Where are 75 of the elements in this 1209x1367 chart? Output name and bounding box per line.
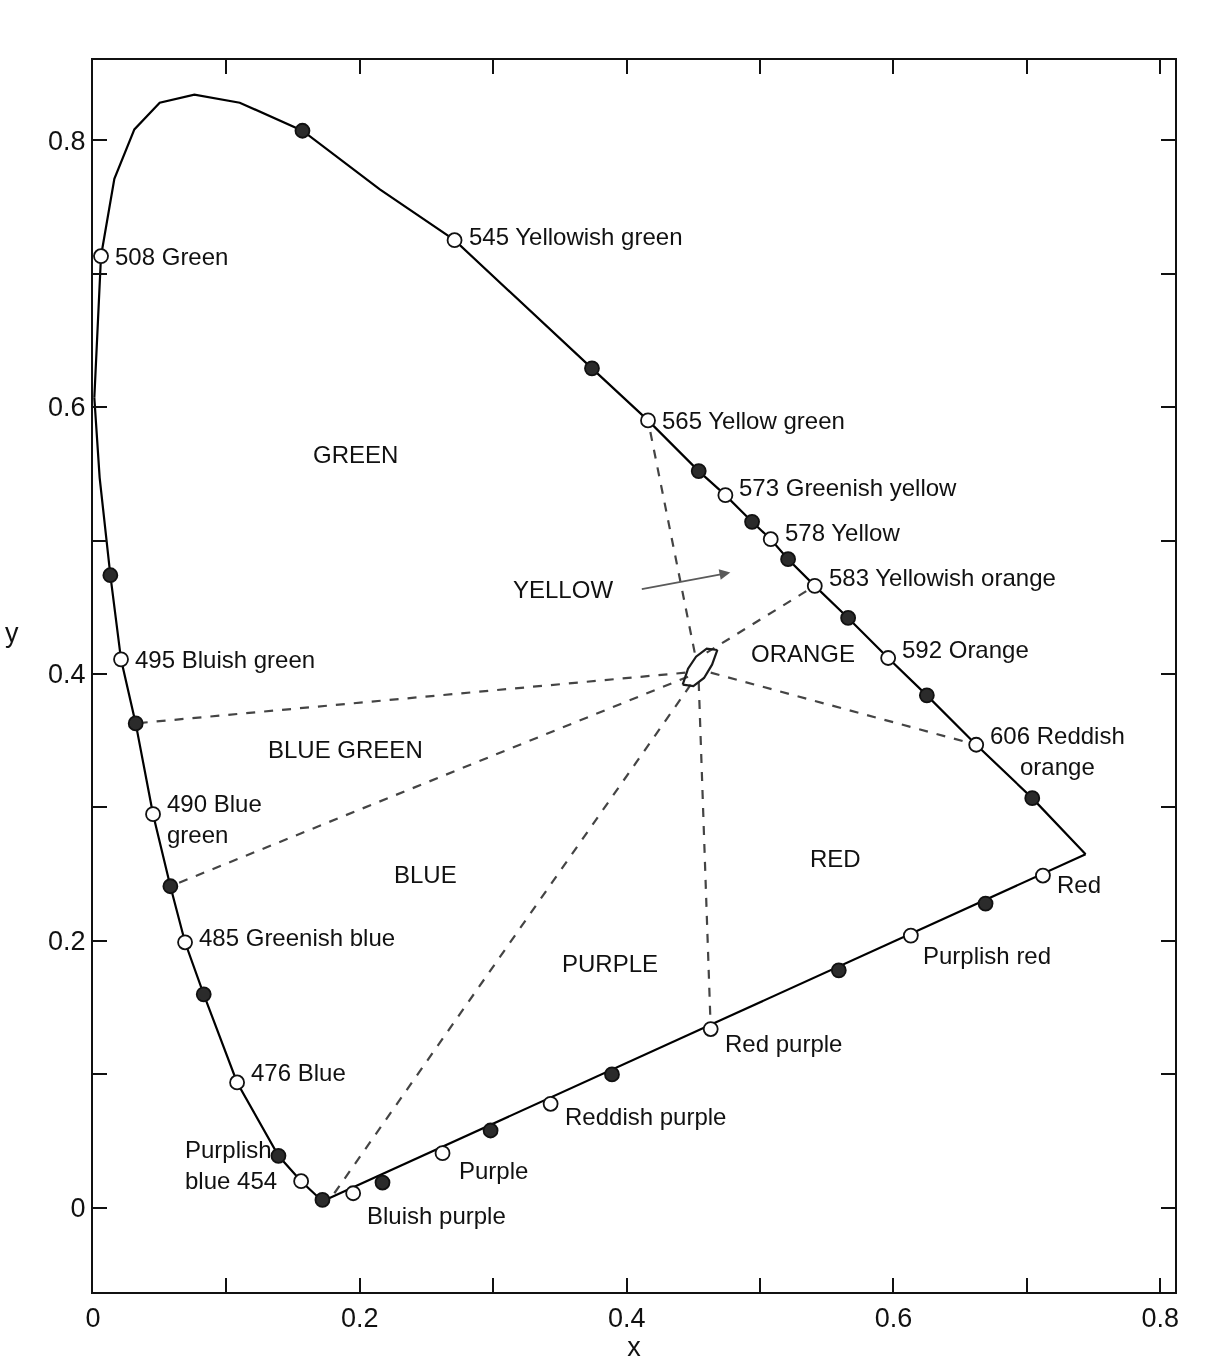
annotation: Bluish purple bbox=[367, 1202, 506, 1229]
annotation: 592 Orange bbox=[902, 636, 1029, 663]
x-tick-label: 0.8 bbox=[1141, 1302, 1180, 1333]
annotation: 606 Reddish orange bbox=[990, 722, 1125, 781]
point bbox=[806, 578, 823, 594]
point bbox=[717, 487, 734, 504]
point bbox=[162, 878, 179, 895]
annotation: YELLOW bbox=[513, 576, 614, 603]
point bbox=[270, 1147, 287, 1164]
annotation: GREEN bbox=[313, 441, 399, 468]
point bbox=[744, 513, 760, 530]
point bbox=[840, 610, 857, 626]
x-tick-label: 0.4 bbox=[607, 1302, 646, 1333]
point bbox=[229, 1074, 245, 1091]
annotation: Reddish purple bbox=[565, 1103, 727, 1130]
point bbox=[434, 1145, 451, 1162]
annotation: Purplish red bbox=[923, 942, 1052, 969]
point bbox=[918, 687, 935, 704]
annotation: 485 Greenish blue bbox=[199, 924, 396, 951]
y-tick-label: 0.6 bbox=[47, 392, 86, 423]
point bbox=[113, 651, 129, 668]
point bbox=[880, 650, 897, 666]
point bbox=[902, 927, 919, 944]
annotation: 578 Yellow bbox=[785, 519, 901, 546]
point bbox=[702, 1021, 719, 1037]
annotation: 565 Yellow green bbox=[662, 407, 845, 434]
annotation: BLUE GREEN bbox=[268, 736, 423, 763]
point bbox=[640, 412, 656, 429]
annotation: BLUE bbox=[394, 861, 457, 888]
annotation: PURPLE bbox=[562, 950, 659, 977]
point bbox=[968, 736, 985, 753]
y-tick-label: 0.4 bbox=[47, 659, 86, 690]
point bbox=[584, 360, 600, 377]
point bbox=[762, 531, 779, 548]
point bbox=[314, 1192, 331, 1208]
annotation: Purplish blue 454 bbox=[185, 1136, 278, 1195]
point bbox=[604, 1066, 620, 1083]
point bbox=[830, 962, 847, 979]
x-axis-title: x bbox=[627, 1332, 642, 1363]
annotation: 476 Blue bbox=[251, 1059, 346, 1086]
point bbox=[780, 551, 796, 568]
y-tick-label: 0 bbox=[70, 1193, 86, 1224]
annotation: 508 Green bbox=[115, 243, 229, 270]
point bbox=[1035, 867, 1051, 884]
y-tick-label: 0.2 bbox=[47, 926, 86, 957]
y-tick-label: 0.8 bbox=[47, 125, 86, 156]
point bbox=[690, 463, 707, 479]
point bbox=[177, 934, 193, 951]
annotation: Red bbox=[1057, 871, 1102, 898]
point bbox=[542, 1095, 559, 1112]
point bbox=[345, 1185, 362, 1202]
annotation: 573 Greenish yellow bbox=[739, 474, 958, 501]
x-tick-label: 0.6 bbox=[874, 1302, 913, 1333]
point bbox=[102, 567, 119, 584]
annotation: 583 Yellowish orange bbox=[829, 564, 1056, 591]
annotation: Purple bbox=[459, 1157, 529, 1184]
point bbox=[93, 248, 109, 265]
point bbox=[294, 122, 311, 139]
annotation: 490 Blue green bbox=[167, 790, 262, 849]
annotation: RED bbox=[810, 845, 861, 872]
annotation: 495 Bluish green bbox=[135, 646, 316, 673]
point bbox=[145, 806, 161, 823]
point bbox=[293, 1173, 310, 1190]
annotation: ORANGE bbox=[751, 640, 856, 667]
y-axis-title: y bbox=[5, 618, 19, 648]
point bbox=[1024, 790, 1041, 807]
point bbox=[482, 1122, 499, 1139]
point bbox=[977, 895, 994, 912]
annotation: Red purple bbox=[725, 1030, 843, 1057]
point bbox=[446, 232, 463, 249]
x-tick-label: 0.2 bbox=[341, 1302, 379, 1333]
point bbox=[127, 715, 144, 732]
annotation: 545 Yellowish green bbox=[469, 223, 683, 250]
point bbox=[195, 986, 212, 1003]
point bbox=[374, 1174, 391, 1191]
